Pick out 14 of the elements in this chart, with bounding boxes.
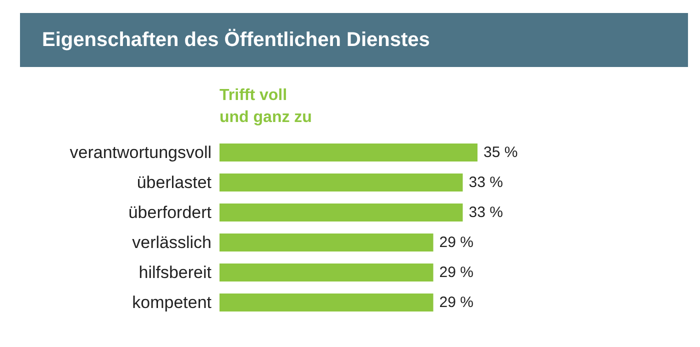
chart-title: Eigenschaften des Öffentlichen Dienstes [42, 28, 430, 53]
y-tick-label: überlastet [136, 173, 212, 192]
y-tick-label: verantwortungsvoll [70, 143, 212, 162]
y-tick-label: verlässlich [132, 233, 212, 252]
data-label: 33 % [468, 174, 503, 191]
data-label: 35 % [484, 144, 518, 161]
y-tick-label: hilfsbereit [138, 263, 212, 282]
data-label: 29 % [439, 234, 474, 251]
data-label: 29 % [439, 264, 474, 281]
data-label: 29 % [439, 294, 474, 311]
y-tick-label: kompetent [132, 293, 212, 312]
y-tick-label: überfordert [128, 203, 212, 222]
data-label: 33 % [468, 204, 503, 221]
series-label: Trifft voll und ganz zu [220, 87, 312, 126]
